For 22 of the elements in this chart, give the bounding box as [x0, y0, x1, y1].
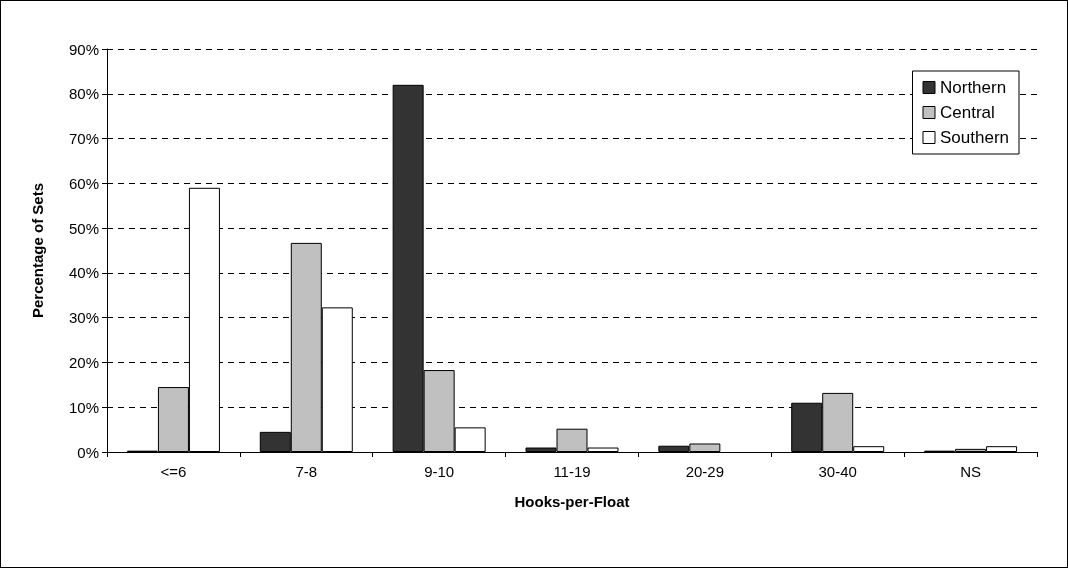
y-tick-label: 20% [68, 353, 99, 371]
y-axis-title: Percentage of Sets [29, 182, 46, 319]
y-tick-label: 30% [68, 309, 99, 327]
x-tick-label: NS [960, 463, 981, 480]
x-tick-label: 20-29 [685, 463, 725, 480]
legend-label: Southern [940, 128, 1009, 147]
y-tick-label: 90% [68, 40, 99, 58]
x-tick-label: 11-19 [553, 463, 591, 480]
legend-label: Northern [940, 78, 1007, 97]
x-tick-label: <=6 [160, 463, 187, 480]
y-tick-label: 50% [68, 219, 99, 237]
y-tick-label: 40% [68, 264, 99, 282]
x-tick-label: 9-10 [424, 463, 455, 480]
y-tick-label: 0% [77, 443, 99, 461]
x-axis-title: Hooks-per-Float [514, 493, 630, 510]
x-tick-label: 30-40 [818, 463, 857, 480]
y-tick-label: 80% [68, 85, 99, 103]
y-tick-label: 10% [68, 398, 99, 416]
y-tick-label: 60% [68, 174, 99, 192]
x-tick-label: 7-8 [295, 463, 318, 480]
y-tick-label: 70% [68, 130, 99, 148]
legend-label: Central [940, 103, 995, 122]
